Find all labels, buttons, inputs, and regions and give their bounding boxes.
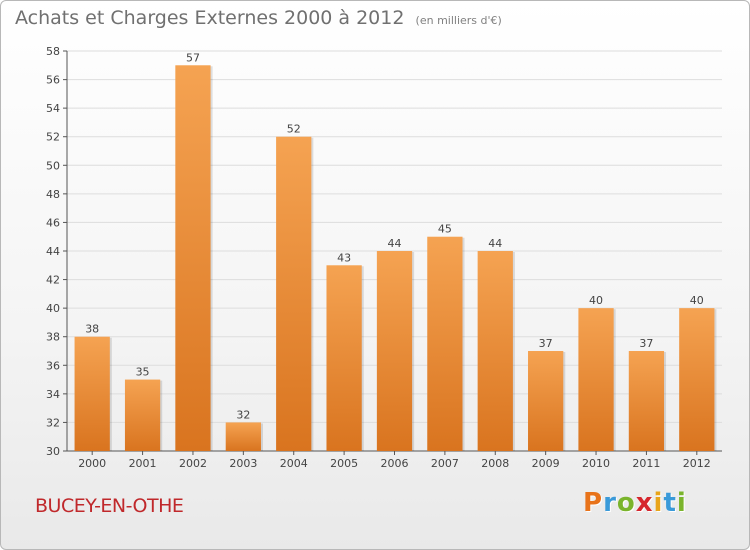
brand-letter: r [603, 488, 617, 518]
data-label: 35 [136, 366, 150, 379]
x-tick-label: 2000 [78, 457, 106, 470]
bar [276, 136, 312, 451]
brand-letter: o [616, 488, 636, 518]
y-tick-label: 58 [46, 45, 60, 58]
data-label: 40 [589, 294, 603, 307]
bar [679, 308, 715, 451]
chart-title: Achats et Charges Externes 2000 à 2012 [15, 7, 405, 29]
brand-letter: i [653, 488, 664, 518]
bar [175, 65, 211, 452]
brand-letter: t [663, 488, 677, 518]
data-label: 43 [337, 251, 351, 264]
bar [578, 308, 614, 451]
y-tick-label: 40 [46, 302, 60, 315]
y-tick-label: 30 [46, 445, 60, 458]
y-tick-label: 56 [46, 74, 60, 87]
y-tick-label: 54 [46, 102, 60, 115]
y-tick-label: 50 [46, 159, 60, 172]
y-tick-label: 48 [46, 188, 60, 201]
bar [528, 351, 564, 451]
bar [74, 336, 110, 451]
bar [376, 251, 413, 451]
x-tick-label: 2006 [381, 457, 409, 470]
data-label: 37 [639, 337, 653, 350]
bar [225, 422, 261, 451]
brand-letter: P [583, 488, 604, 518]
y-tick-label: 44 [46, 245, 60, 258]
data-label: 44 [488, 237, 502, 250]
y-tick-label: 42 [46, 274, 60, 287]
y-tick-label: 34 [46, 388, 60, 401]
x-tick-label: 2003 [229, 457, 257, 470]
chart-header: Achats et Charges Externes 2000 à 2012 (… [15, 7, 502, 29]
y-tick-label: 38 [46, 331, 60, 344]
chart-unit-note: (en milliers d'€) [415, 14, 502, 27]
data-label: 44 [388, 237, 402, 250]
data-label: 37 [539, 337, 553, 350]
bar [427, 236, 463, 451]
bar [124, 379, 161, 451]
brand-letter: x [635, 488, 654, 518]
x-tick-label: 2001 [129, 457, 157, 470]
x-tick-label: 2004 [280, 457, 308, 470]
x-tick-label: 2002 [179, 457, 207, 470]
y-tick-label: 52 [46, 131, 60, 144]
x-tick-label: 2009 [532, 457, 560, 470]
bar [628, 351, 665, 451]
x-tick-label: 2012 [683, 457, 711, 470]
data-label: 45 [438, 223, 452, 236]
y-tick-label: 46 [46, 216, 60, 229]
x-tick-label: 2010 [582, 457, 610, 470]
y-tick-label: 36 [46, 359, 60, 372]
bar [477, 251, 513, 451]
data-label: 32 [236, 408, 250, 421]
data-label: 40 [690, 294, 704, 307]
x-tick-label: 2005 [330, 457, 358, 470]
x-tick-label: 2011 [632, 457, 660, 470]
brand-letter: i [676, 488, 687, 518]
x-tick-label: 2008 [481, 457, 509, 470]
x-tick-label: 2007 [431, 457, 459, 470]
data-label: 57 [186, 51, 200, 64]
bar [326, 265, 362, 451]
data-label: 38 [85, 323, 99, 336]
data-label: 52 [287, 123, 301, 136]
brand-logo: Proxiti [583, 488, 687, 518]
y-tick-label: 32 [46, 416, 60, 429]
commune-name: BUCEY-EN-OTHE [35, 495, 184, 517]
